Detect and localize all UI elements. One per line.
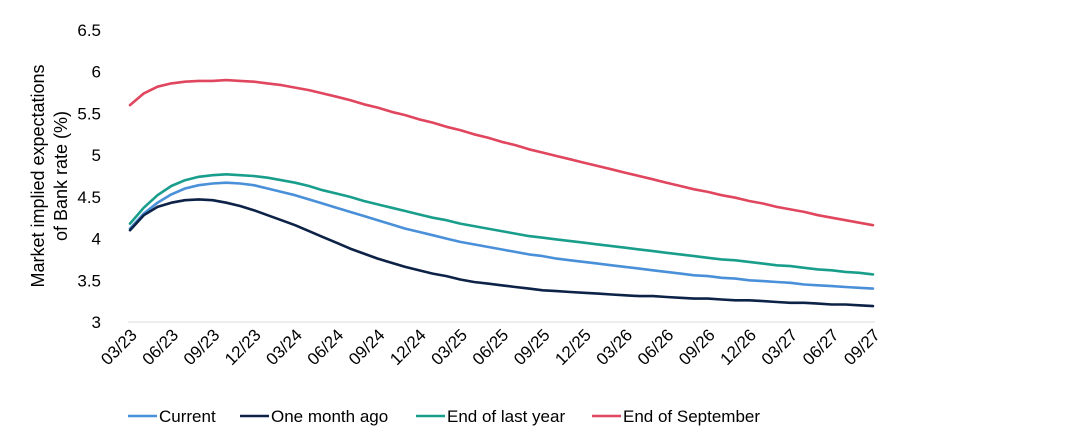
x-tick-label: 06/25 (469, 325, 513, 369)
x-tick-label: 12/23 (221, 325, 265, 369)
x-tick-label: 12/24 (386, 325, 430, 369)
y-axis-label-line-2: of Bank rate (%) (51, 111, 71, 241)
legend-label: One month ago (271, 407, 388, 426)
legend: Current One month ago End of last year End … (128, 407, 760, 426)
y-tick-label: 6.5 (77, 21, 101, 40)
series-lines (128, 78, 875, 308)
x-tick-label: 03/25 (428, 325, 472, 369)
series-line-2 (128, 198, 875, 308)
x-tick-label: 06/26 (634, 325, 678, 369)
series-line-3 (128, 173, 875, 276)
y-axis-ticks: 3 3.5 4 4.5 5 5.5 6 6.5 (77, 21, 101, 332)
x-tick-label: 06/27 (799, 325, 843, 369)
y-tick-label: 3 (92, 313, 101, 332)
x-tick-label: 09/26 (675, 325, 719, 369)
x-tick-label: 09/25 (510, 325, 554, 369)
y-tick-label: 3.5 (77, 271, 101, 290)
x-tick-label: 12/25 (551, 325, 595, 369)
x-tick-label: 12/26 (716, 325, 760, 369)
x-tick-label: 06/24 (304, 325, 348, 369)
x-tick-label: 03/23 (97, 325, 141, 369)
series-line-1 (128, 181, 875, 290)
y-tick-label: 5 (92, 146, 101, 165)
legend-label: End of last year (447, 407, 565, 426)
y-tick-label: 5.5 (77, 104, 101, 123)
x-tick-label: 09/24 (345, 325, 389, 369)
y-tick-label: 4.5 (77, 188, 101, 207)
x-tick-label: 03/24 (262, 325, 306, 369)
y-tick-label: 4 (92, 230, 101, 249)
x-tick-label: 06/23 (139, 325, 183, 369)
x-tick-label: 09/23 (180, 325, 224, 369)
legend-label: Current (159, 407, 216, 426)
x-tick-label: 03/27 (758, 325, 802, 369)
y-axis-label: Market implied expectations of Bank rate… (28, 64, 71, 287)
x-axis-ticks: 03/2306/2309/2312/2303/2406/2409/2412/24… (97, 325, 884, 369)
legend-label: End of September (623, 407, 760, 426)
series-line-4 (128, 78, 875, 227)
x-tick-label: 03/26 (593, 325, 637, 369)
y-axis-label-line-1: Market implied expectations (28, 64, 48, 287)
x-tick-label: 09/27 (840, 325, 884, 369)
y-tick-label: 6 (92, 63, 101, 82)
